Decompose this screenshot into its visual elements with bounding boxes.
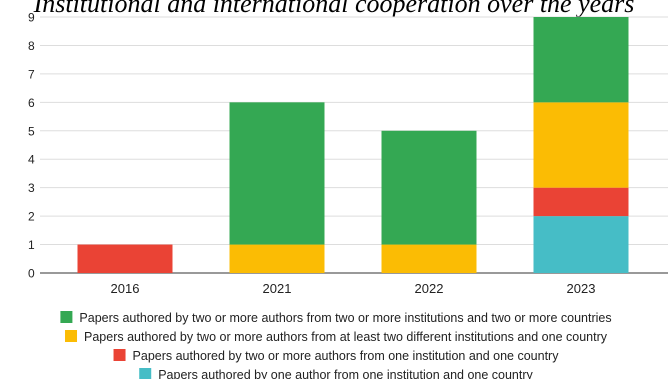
- y-tick-label: 6: [28, 96, 35, 110]
- legend-swatch: [65, 330, 78, 342]
- legend-label: Papers authored by two or more authors f…: [84, 330, 608, 344]
- legend: Papers authored by two or more authors f…: [60, 311, 612, 379]
- bar-segment: [229, 244, 325, 273]
- chart-title: Institutional and international cooperat…: [33, 0, 635, 18]
- y-tick-label: 4: [28, 153, 35, 167]
- x-axis-ticks: 2016 2021 2022 2023: [111, 281, 596, 296]
- y-axis-ticks: 0 1 2 3 4 5 6 7 8 9: [28, 11, 35, 281]
- y-tick-label: 7: [28, 67, 35, 81]
- bar-segment: [229, 102, 325, 245]
- bar-segment: [381, 244, 477, 273]
- legend-swatch: [139, 368, 152, 379]
- y-tick-label: 0: [28, 267, 35, 281]
- legend-swatch: [113, 349, 126, 361]
- y-tick-label: 5: [28, 124, 35, 138]
- legend-label: Papers authored by two or more authors f…: [133, 349, 560, 363]
- bar-segment: [77, 244, 173, 273]
- bar-segment: [381, 130, 477, 245]
- legend-label: Papers authored by one author from one i…: [158, 368, 533, 379]
- legend-swatch: [60, 311, 73, 323]
- y-tick-label: 2: [28, 210, 35, 224]
- bar-segment: [533, 187, 629, 217]
- legend-label: Papers authored by two or more authors f…: [79, 311, 611, 325]
- y-tick-label: 9: [28, 11, 35, 25]
- bar-segment: [533, 102, 629, 188]
- y-tick-label: 1: [28, 238, 35, 252]
- x-tick-label: 2023: [567, 281, 596, 296]
- bars: [77, 17, 629, 273]
- y-tick-label: 3: [28, 181, 35, 195]
- bar-segment: [533, 17, 629, 103]
- x-tick-label: 2021: [263, 281, 292, 296]
- y-tick-label: 8: [28, 39, 35, 53]
- x-tick-label: 2022: [415, 281, 444, 296]
- bar-segment: [533, 216, 629, 273]
- x-tick-label: 2016: [111, 281, 140, 296]
